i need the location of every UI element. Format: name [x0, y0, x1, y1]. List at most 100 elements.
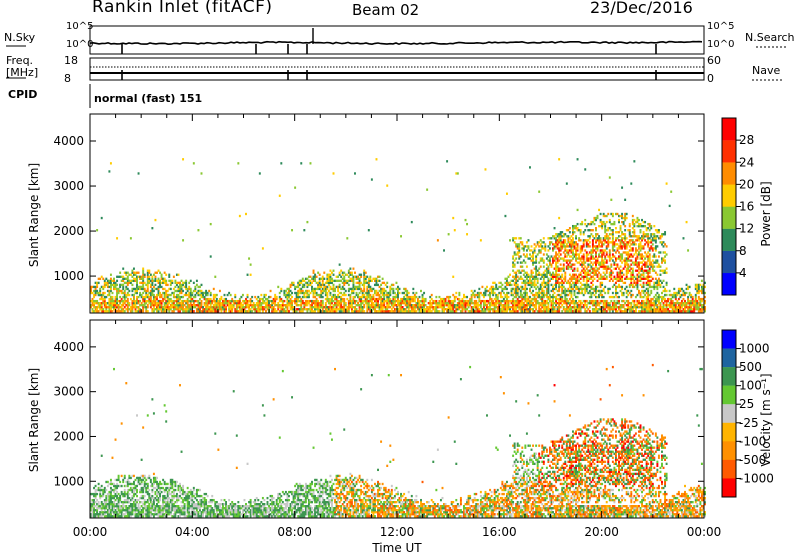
data-cell: [542, 273, 545, 276]
data-cell: [168, 293, 171, 297]
data-cell: [349, 277, 352, 280]
data-cell: [674, 295, 677, 299]
data-cell: [684, 306, 686, 309]
data-cell: [456, 308, 459, 311]
data-cell: [103, 306, 106, 309]
data-cell: [636, 218, 639, 222]
data-cell: [530, 281, 533, 285]
data-cell: [576, 275, 579, 278]
data-cell: [234, 293, 237, 297]
data-cell: [146, 283, 149, 287]
data-cell: [656, 245, 659, 248]
data-cell: [637, 306, 640, 309]
data-cell: [343, 271, 346, 274]
data-cell: [642, 237, 645, 240]
data-cell: [515, 306, 518, 309]
data-cell: [151, 304, 154, 307]
data-cell: [447, 233, 450, 236]
data-cell: [598, 245, 601, 248]
data-cell: [607, 255, 610, 258]
data-cell: [544, 285, 547, 289]
data-cell: [562, 239, 565, 242]
data-cell: [220, 295, 223, 299]
data-cell: [610, 263, 613, 266]
data-cell: [298, 279, 301, 283]
data-cell: [605, 277, 608, 280]
data-cell: [651, 247, 654, 250]
data-cell: [109, 277, 112, 280]
data-cell: [209, 255, 212, 258]
data-cell: [180, 308, 183, 311]
data-cell: [529, 275, 531, 278]
data-cell: [562, 245, 565, 248]
data-cell: [384, 308, 387, 311]
data-cell: [179, 295, 181, 299]
data-cell: [306, 281, 309, 285]
data-cell: [552, 304, 554, 307]
data-cell: [587, 239, 590, 242]
data-cell: [567, 253, 570, 256]
data-cell: [518, 301, 521, 305]
data-cell: [347, 306, 350, 309]
data-cell: [618, 295, 620, 299]
data-cell: [453, 297, 456, 301]
data-cell: [116, 275, 119, 278]
data-cell: [418, 295, 421, 299]
data-cell: [113, 287, 115, 291]
data-cell: [651, 269, 654, 272]
data-cell: [627, 289, 630, 293]
data-cell: [562, 291, 565, 295]
data-cell: [222, 301, 224, 305]
data-cell: [513, 277, 516, 280]
data-cell: [608, 306, 611, 309]
data-cell: [223, 297, 226, 301]
data-cell: [412, 295, 415, 299]
data-cell: [502, 287, 505, 291]
data-cell: [527, 297, 530, 301]
data-cell: [607, 241, 610, 244]
data-cell: [501, 310, 504, 313]
data-cell: [228, 310, 231, 313]
data-cell: [212, 310, 215, 313]
data-cell: [466, 308, 469, 311]
data-cell: [156, 293, 158, 297]
data-cell: [380, 287, 383, 291]
data-cell: [648, 275, 651, 278]
data-cell: [544, 293, 547, 297]
data-cell: [657, 283, 660, 287]
data-cell: [198, 285, 201, 289]
data-cell: [160, 301, 163, 305]
data-cell: [378, 310, 381, 313]
data-cell: [248, 306, 251, 309]
data-cell: [194, 299, 197, 303]
data-cell: [96, 291, 99, 295]
data-cell: [664, 259, 667, 262]
data-cell: [397, 289, 399, 293]
data-cell: [166, 289, 169, 293]
data-cell: [363, 310, 366, 313]
data-cell: [312, 287, 315, 291]
data-cell: [521, 301, 524, 305]
data-cell: [553, 283, 556, 287]
data-cell: [407, 299, 410, 303]
data-cell: [106, 301, 109, 305]
data-cell: [113, 301, 115, 305]
data-cell: [587, 229, 590, 232]
data-cell: [684, 304, 686, 307]
data-cell: [673, 306, 676, 309]
data-cell: [231, 297, 234, 301]
data-cell: [109, 287, 112, 291]
data-cell: [585, 289, 588, 293]
data-cell: [157, 285, 160, 289]
data-cell: [642, 283, 645, 287]
data-cell: [378, 279, 381, 283]
data-cell: [575, 237, 577, 240]
data-cell: [559, 257, 562, 260]
data-cell: [337, 295, 340, 299]
data-cell: [529, 289, 531, 293]
data-cell: [644, 269, 647, 272]
data-cell: [136, 306, 138, 309]
data-cell: [192, 299, 195, 303]
data-cell: [93, 295, 96, 299]
data-cell: [636, 249, 639, 252]
